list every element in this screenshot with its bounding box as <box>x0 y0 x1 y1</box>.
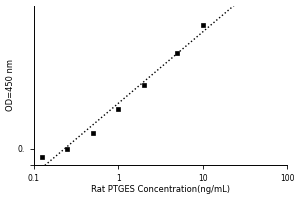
X-axis label: Rat PTGES Concentration(ng/mL): Rat PTGES Concentration(ng/mL) <box>91 185 230 194</box>
Y-axis label: OD=450 nm: OD=450 nm <box>6 59 15 111</box>
